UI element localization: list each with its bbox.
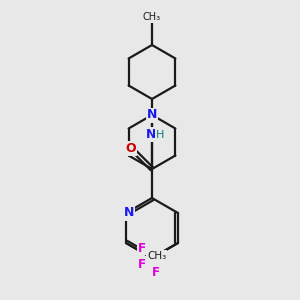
Text: N: N	[147, 109, 157, 122]
Text: F: F	[138, 257, 146, 271]
Text: CH₃: CH₃	[147, 251, 166, 261]
Text: N: N	[150, 251, 160, 265]
Text: F: F	[138, 242, 146, 254]
Text: H: H	[156, 130, 164, 140]
Text: CH₃: CH₃	[143, 12, 161, 22]
Text: F: F	[152, 266, 160, 278]
Text: N: N	[124, 206, 134, 220]
Text: N: N	[146, 128, 156, 140]
Text: O: O	[126, 142, 136, 154]
